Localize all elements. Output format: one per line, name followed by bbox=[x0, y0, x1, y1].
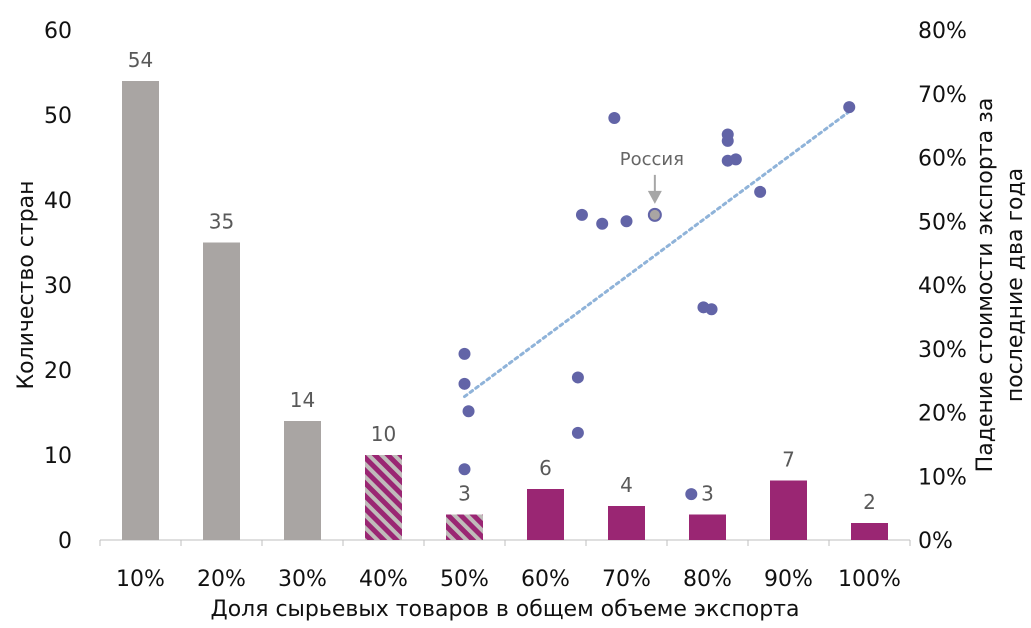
scatter-point bbox=[620, 215, 633, 228]
x-axis-title: Доля сырьевых товаров в общем объеме экс… bbox=[211, 597, 800, 622]
y-axis-title: Количество стран bbox=[14, 180, 39, 389]
bar-value-label: 2 bbox=[863, 490, 876, 514]
y2-axis-title-line: последние два года bbox=[1003, 168, 1028, 402]
y2-tick-label: 0% bbox=[918, 529, 953, 554]
y-tick-label: 10 bbox=[44, 444, 72, 469]
y-tick-label: 40 bbox=[44, 189, 72, 214]
scatter-points bbox=[458, 101, 856, 501]
scatter-point bbox=[754, 185, 767, 198]
x-tick-label: 20% bbox=[197, 567, 246, 592]
bar-value-label: 4 bbox=[620, 473, 633, 497]
bar bbox=[122, 81, 159, 540]
annotation-label: Россия bbox=[620, 149, 684, 170]
scatter-point bbox=[721, 134, 734, 147]
x-tick-label: 100% bbox=[838, 567, 901, 592]
bar-value-label: 14 bbox=[290, 388, 315, 412]
y-tick-label: 30 bbox=[44, 274, 72, 299]
bars bbox=[122, 81, 888, 540]
bar bbox=[284, 421, 321, 540]
y2-tick-label: 30% bbox=[918, 338, 967, 363]
x-tick-label: 70% bbox=[602, 567, 651, 592]
labels: 10% 20% 30% 40% 50% 60% 70% 80% 90% 100%010203040… bbox=[14, 19, 1028, 622]
bar bbox=[203, 242, 240, 540]
x-tick-label: 80% bbox=[683, 567, 732, 592]
y-tick-label: 0 bbox=[58, 529, 72, 554]
scatter-point bbox=[571, 426, 584, 439]
russia-annotation: Россия bbox=[620, 149, 684, 204]
y2-tick-label: 10% bbox=[918, 465, 967, 490]
x-tick-label: 60% bbox=[521, 567, 570, 592]
y-tick-label: 20 bbox=[44, 359, 72, 384]
y2-tick-label: 40% bbox=[918, 274, 967, 299]
scatter-point-russia bbox=[647, 207, 662, 222]
bar-value-label: 35 bbox=[209, 210, 234, 234]
y2-tick-label: 60% bbox=[918, 147, 967, 172]
scatter-point bbox=[705, 303, 718, 316]
trendline bbox=[463, 110, 851, 399]
scatter-point bbox=[575, 208, 588, 221]
bar-value-label: 54 bbox=[128, 48, 153, 72]
bar-value-label: 3 bbox=[701, 482, 714, 506]
scatter-point bbox=[729, 153, 742, 166]
y2-tick-label: 50% bbox=[918, 210, 967, 235]
scatter-point bbox=[458, 347, 471, 360]
y2-tick-label: 20% bbox=[918, 402, 967, 427]
bar-value-label: 7 bbox=[782, 448, 795, 472]
y2-tick-label: 70% bbox=[918, 83, 967, 108]
axes bbox=[99, 539, 911, 546]
bar-value-label: 3 bbox=[458, 482, 471, 506]
bar bbox=[527, 489, 564, 540]
y2-axis-title: Падение стоимости экспорта за последние д… bbox=[973, 98, 1028, 473]
x-tick-label: 40% bbox=[359, 567, 408, 592]
trendline bbox=[463, 110, 851, 399]
annotation-arrow-head bbox=[647, 190, 662, 204]
x-tick-label: 30% bbox=[278, 567, 327, 592]
scatter-point bbox=[458, 463, 471, 476]
bar bbox=[446, 514, 483, 540]
x-tick-label: 50% bbox=[440, 567, 489, 592]
scatter-point bbox=[462, 405, 475, 418]
bar bbox=[689, 514, 726, 540]
scatter-point bbox=[843, 101, 856, 114]
scatter-point bbox=[608, 111, 621, 124]
y2-tick-label: 80% bbox=[918, 19, 967, 44]
scatter-point bbox=[596, 217, 609, 230]
y-tick-label: 50 bbox=[44, 104, 72, 129]
bar-value-label: 6 bbox=[539, 456, 552, 480]
bar bbox=[608, 506, 645, 540]
scatter-point bbox=[458, 377, 471, 390]
y2-axis-title-line: Падение стоимости экспорта за bbox=[973, 98, 998, 473]
x-tick-label: 10% bbox=[116, 567, 165, 592]
y-tick-label: 60 bbox=[44, 19, 72, 44]
bar-value-label: 10 bbox=[371, 422, 396, 446]
scatter-point bbox=[571, 371, 584, 384]
bar bbox=[365, 455, 402, 540]
bar bbox=[770, 480, 807, 540]
x-tick-label: 90% bbox=[764, 567, 813, 592]
bar bbox=[851, 523, 888, 540]
scatter-point bbox=[685, 488, 698, 501]
